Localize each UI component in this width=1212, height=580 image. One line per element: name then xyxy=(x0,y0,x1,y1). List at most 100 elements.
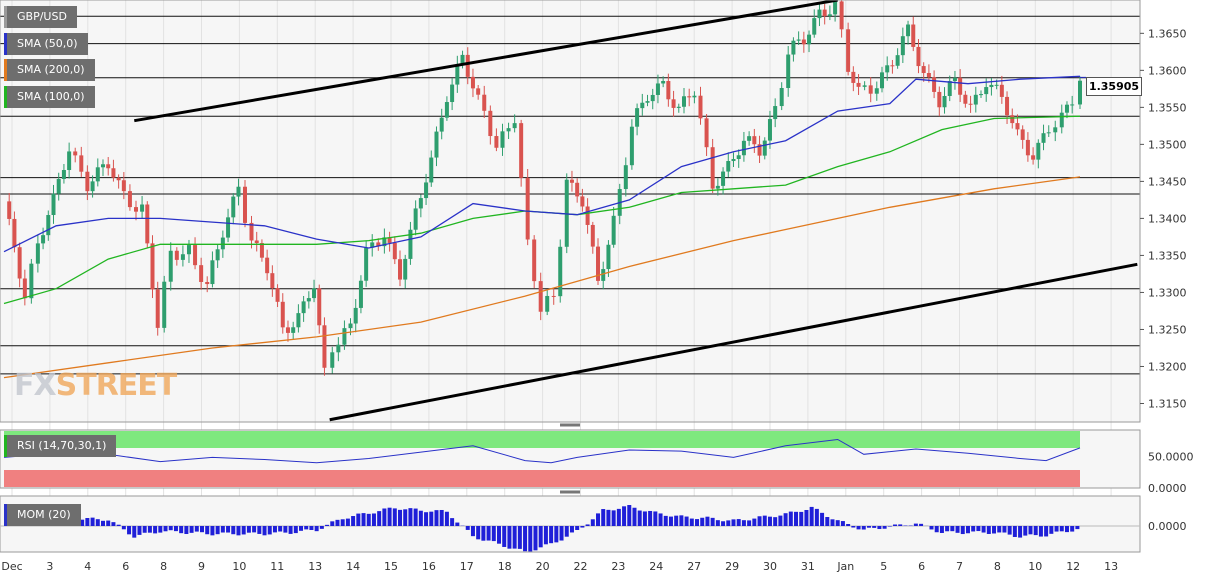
candle-body xyxy=(569,179,574,183)
candle-body xyxy=(1010,115,1015,124)
candle-body xyxy=(301,301,306,314)
mom-legend[interactable]: MOM (20) xyxy=(4,504,81,526)
mom-bar xyxy=(752,518,757,526)
candle-body xyxy=(721,171,726,186)
mom-bar xyxy=(851,526,856,528)
mom-bar xyxy=(116,524,121,526)
mom-bar xyxy=(158,526,163,533)
mom-bar xyxy=(1075,526,1080,530)
mom-bar xyxy=(377,511,382,526)
candle-body xyxy=(512,123,517,129)
candle-body xyxy=(494,136,499,148)
sma200-label: SMA (200,0) xyxy=(17,63,85,76)
mom-bar xyxy=(658,513,663,526)
sma200-legend[interactable]: SMA (200,0) xyxy=(4,59,95,81)
candle-body xyxy=(364,247,369,281)
mom-bar xyxy=(132,526,137,538)
candle-body xyxy=(817,9,822,19)
time-axis: Dec 3 4 6 8 9 10 11 13 14 15 16 17 18 20 22 23 24 27 29 30 31… xyxy=(1,560,1118,573)
mom-bar xyxy=(700,517,705,526)
candle-body xyxy=(398,259,403,280)
candle-body xyxy=(767,119,772,141)
mom-bar xyxy=(512,526,517,549)
symbol-label: GBP/USD xyxy=(17,10,67,23)
mom-bar xyxy=(564,526,569,537)
candle-body xyxy=(807,34,812,45)
candle-body xyxy=(429,157,434,183)
mom-bar xyxy=(1028,526,1033,535)
candle-body xyxy=(879,72,884,89)
candle-body xyxy=(698,95,703,119)
candle-body xyxy=(655,83,660,95)
mom-bar xyxy=(820,512,825,526)
mom-bar xyxy=(788,511,793,526)
candle-body xyxy=(226,217,231,238)
x-tick-label: 17 xyxy=(460,560,474,573)
rsi-legend[interactable]: RSI (14,70,30,1) xyxy=(4,435,117,457)
mom-bar xyxy=(950,526,955,532)
x-tick-label: 3 xyxy=(46,560,53,573)
mom-bar xyxy=(992,526,997,534)
candle-body xyxy=(180,254,185,260)
candle-body xyxy=(61,170,66,180)
mom-bar xyxy=(726,520,731,526)
candle-body xyxy=(890,65,895,67)
mom-bar xyxy=(773,517,778,526)
mom-bar xyxy=(429,511,434,526)
sma100-legend[interactable]: SMA (100,0) xyxy=(4,86,95,108)
x-tick-label: 14 xyxy=(346,560,360,573)
candle-body xyxy=(210,260,215,285)
x-tick-label: 9 xyxy=(198,560,205,573)
mom-bar xyxy=(1023,526,1028,536)
candle-body xyxy=(408,229,413,259)
candle-body xyxy=(155,289,160,328)
mom-bar xyxy=(1002,526,1007,533)
candle-body xyxy=(710,147,715,189)
mom-bar xyxy=(939,526,944,533)
mom-bar xyxy=(408,508,413,526)
mom-bar xyxy=(783,513,788,526)
candle-body xyxy=(580,196,585,207)
candle-body xyxy=(413,208,418,230)
candle-body xyxy=(236,186,241,197)
y-tick-label: 1.3550 xyxy=(1148,101,1187,114)
rsi-tick-label: 50.0000 xyxy=(1148,450,1194,463)
x-tick-label: 4 xyxy=(84,560,91,573)
mom-bar xyxy=(1007,526,1012,535)
candle-body xyxy=(606,244,611,270)
candle-body xyxy=(35,243,40,264)
mom-bar xyxy=(382,508,387,526)
fxstreet-watermark: FXSTREET xyxy=(14,368,177,403)
sma50-legend[interactable]: SMA (50,0) xyxy=(4,33,88,55)
candle-body xyxy=(812,18,817,35)
mom-bar xyxy=(345,518,350,526)
candle-body xyxy=(220,237,225,250)
y-tick-label: 1.3600 xyxy=(1148,64,1187,77)
candle-body xyxy=(186,245,191,255)
mom-bar xyxy=(731,519,736,526)
mom-bar xyxy=(601,509,606,526)
candle-body xyxy=(1015,123,1020,130)
mom-bar xyxy=(721,521,726,526)
mom-bar xyxy=(710,517,715,526)
mom-bar xyxy=(585,524,590,526)
candle-body xyxy=(465,54,470,77)
candle-body xyxy=(796,39,801,41)
mom-bar xyxy=(153,526,158,534)
candle-body xyxy=(978,94,983,96)
candle-body xyxy=(874,88,879,94)
candle-body xyxy=(1005,96,1010,116)
candle-body xyxy=(285,327,290,333)
candle-body xyxy=(1070,104,1075,106)
candle-body xyxy=(330,352,335,368)
candle-body xyxy=(134,207,139,212)
symbol-tag[interactable]: GBP/USD xyxy=(4,6,77,28)
mom-bar xyxy=(741,520,746,526)
mom-bar xyxy=(398,509,403,526)
candle-body xyxy=(17,247,22,279)
candle-body xyxy=(973,94,978,105)
mom-bar xyxy=(184,526,189,534)
candle-body xyxy=(538,281,543,312)
